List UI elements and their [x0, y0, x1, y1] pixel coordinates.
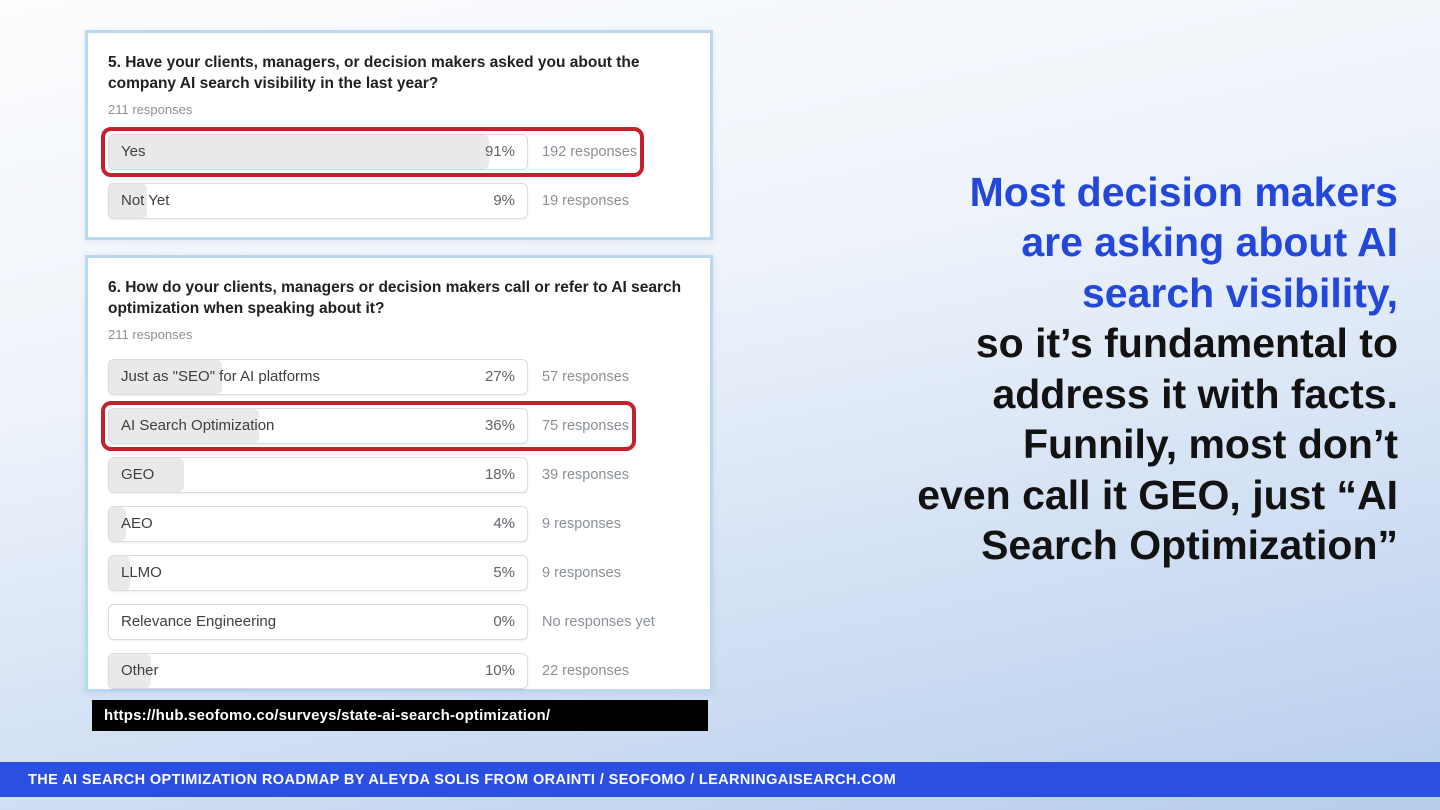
poll-option-bar: AI Search Optimization 36% — [108, 407, 528, 444]
poll-option-percent: 4% — [493, 515, 515, 533]
poll-option-row: Just as "SEO" for AI platforms 27% 57 resp… — [108, 358, 630, 395]
headline: Most decision makers are asking about AI… — [798, 167, 1398, 570]
poll-card-q5: 5. Have your clients, managers, or decis… — [85, 30, 713, 240]
poll-option-responses: 9 responses — [542, 564, 621, 581]
poll-options-q6: Just as "SEO" for AI platforms 27% 57 resp… — [100, 358, 690, 689]
footer-text: THE AI SEARCH OPTIMIZATION ROADMAP BY AL… — [28, 771, 897, 788]
poll-option-bar: Relevance Engineering 0% — [108, 603, 528, 640]
poll-option-percent: 36% — [484, 417, 515, 435]
source-url-text: https://hub.seofomo.co/surveys/state-ai-… — [104, 707, 551, 724]
poll-option-responses: 19 responses — [542, 192, 630, 209]
poll-option-percent: 27% — [484, 368, 515, 386]
poll-option-responses: 22 responses — [542, 662, 630, 679]
poll-option-bar: Not Yet 9% — [108, 182, 528, 219]
poll-option-label: Other — [121, 662, 159, 680]
poll-option-row: AI Search Optimization 36% 75 responses — [100, 400, 637, 451]
poll-option-row: Not Yet 9% 19 responses — [108, 182, 630, 219]
poll-bar-fill — [109, 359, 222, 394]
poll-option-label: GEO — [121, 466, 155, 484]
poll-option-percent: 91% — [484, 143, 515, 161]
poll-option-row: Other 10% 22 responses — [108, 652, 630, 689]
poll-option-row: Yes 91% 192 responses — [100, 126, 645, 177]
poll-option-responses: 39 responses — [542, 466, 630, 483]
poll-option-percent: 10% — [484, 662, 515, 680]
poll-option-percent: 18% — [484, 466, 515, 484]
poll-option-label: AEO — [121, 515, 153, 533]
poll-bar-fill — [109, 555, 130, 590]
poll-bar-fill — [109, 457, 185, 492]
poll-bar-fill — [109, 183, 147, 218]
poll-option-label: Not Yet — [121, 192, 170, 210]
responses-count-q6: 211 responses — [108, 326, 193, 342]
poll-option-row: AEO 4% 9 responses — [108, 505, 621, 542]
poll-card-q6: 6. How do your clients, managers or deci… — [85, 255, 713, 692]
poll-option-responses: 192 responses — [542, 143, 638, 160]
poll-option-label: LLMO — [121, 564, 162, 582]
poll-option-bar: LLMO 5% — [108, 554, 528, 591]
footer-bar: THE AI SEARCH OPTIMIZATION ROADMAP BY AL… — [0, 762, 1440, 797]
poll-option-row: LLMO 5% 9 responses — [108, 554, 621, 591]
poll-bar-fill — [109, 408, 260, 443]
poll-bar-fill — [109, 134, 490, 169]
headline-blue-text: Most decision makers are asking about AI… — [969, 169, 1398, 316]
source-url-bar: https://hub.seofomo.co/surveys/state-ai-… — [92, 700, 708, 731]
poll-option-row: GEO 18% 39 responses — [108, 456, 630, 493]
poll-option-row: Relevance Engineering 0% No responses yet — [108, 603, 655, 640]
poll-option-bar: Yes 91% — [108, 133, 528, 170]
poll-option-label: Just as "SEO" for AI platforms — [121, 368, 321, 386]
poll-option-responses: 57 responses — [542, 368, 630, 385]
poll-bar-fill — [109, 653, 151, 688]
poll-bar-fill — [109, 506, 126, 541]
poll-option-responses: 9 responses — [542, 515, 621, 532]
poll-option-bar: GEO 18% — [108, 456, 528, 493]
poll-option-percent: 9% — [493, 192, 515, 210]
responses-count-q5: 211 responses — [108, 101, 193, 117]
poll-option-label: Relevance Engineering — [121, 613, 277, 631]
poll-options-q5: Yes 91% 192 responses Not Yet 9% 19 responses — [100, 126, 690, 219]
headline-black-text: so it’s fundamental to address it with f… — [917, 320, 1398, 568]
poll-question-q5: 5. Have your clients, managers, or decis… — [108, 54, 640, 93]
poll-option-label: Yes — [121, 143, 146, 161]
poll-question-q6: 6. How do your clients, managers or deci… — [108, 279, 682, 318]
poll-option-bar: Other 10% — [108, 652, 528, 689]
poll-option-bar: AEO 4% — [108, 505, 528, 542]
poll-option-label: AI Search Optimization — [121, 417, 275, 435]
poll-option-bar: Just as "SEO" for AI platforms 27% — [108, 358, 528, 395]
poll-option-percent: 0% — [493, 613, 515, 631]
poll-option-percent: 5% — [493, 564, 515, 582]
poll-option-responses: 75 responses — [542, 417, 630, 434]
poll-option-responses: No responses yet — [542, 613, 655, 630]
